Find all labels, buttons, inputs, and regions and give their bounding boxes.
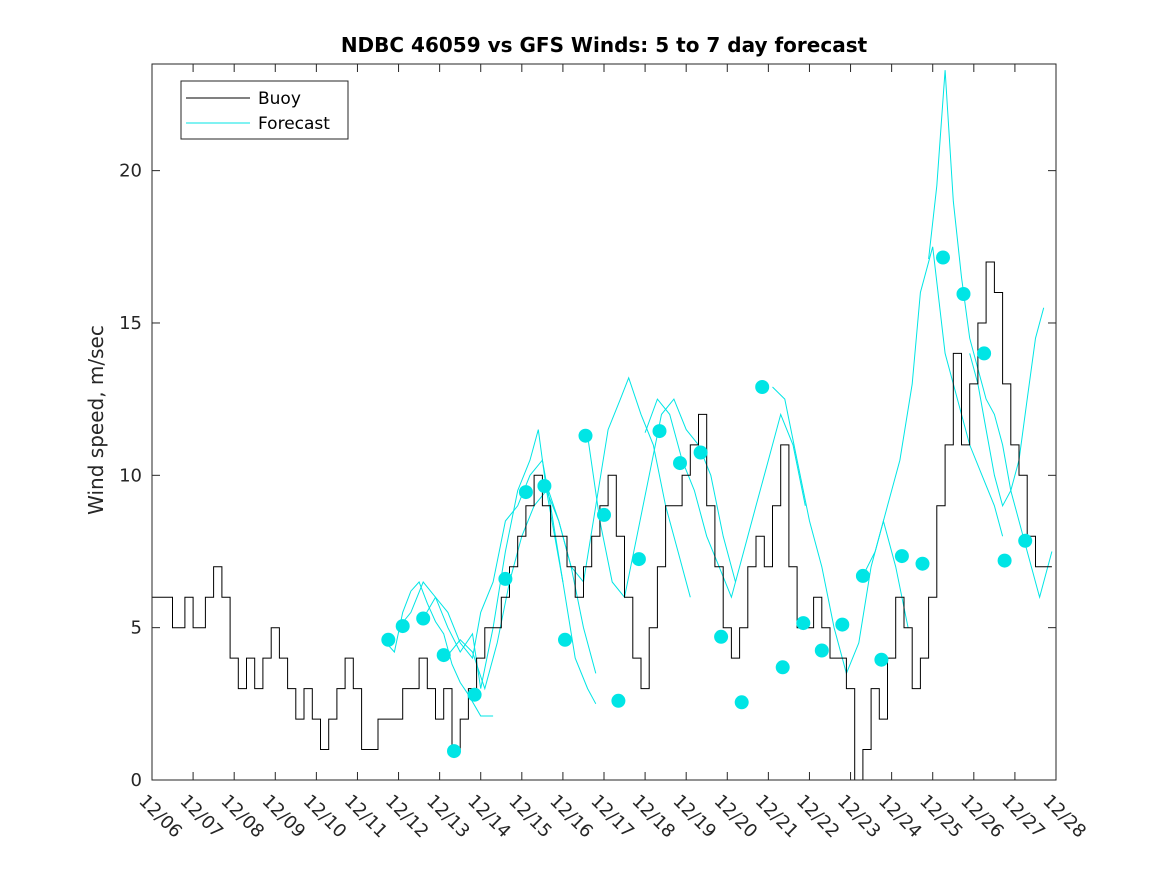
forecast-marker <box>436 648 451 663</box>
forecast-marker <box>693 445 708 460</box>
forecast-marker <box>894 549 909 564</box>
forecast-marker <box>835 617 850 632</box>
x-tick-label: 12/10 <box>299 791 351 843</box>
x-tick-label: 12/27 <box>997 791 1049 843</box>
forecast-marker <box>775 660 790 675</box>
chart-title: NDBC 46059 vs GFS Winds: 5 to 7 day fore… <box>341 33 868 57</box>
forecast-marker <box>395 619 410 634</box>
x-tick-label: 12/12 <box>381 791 433 843</box>
forecast-marker <box>518 485 533 500</box>
x-tick-label: 12/22 <box>792 791 844 843</box>
forecast-run-line <box>398 429 564 689</box>
x-tick-label: 12/28 <box>1038 791 1090 843</box>
x-tick-label: 12/11 <box>340 791 392 843</box>
forecast-marker <box>416 611 431 626</box>
y-axis-ticks: 0 5 10 15 20 <box>119 161 1056 791</box>
forecast-marker <box>381 632 396 647</box>
forecast-run-line <box>772 386 909 675</box>
forecast-marker <box>652 424 667 439</box>
legend-buoy-label: Buoy <box>258 89 301 109</box>
forecast-run-line <box>422 458 597 705</box>
legend-box <box>180 80 349 140</box>
forecast-marker <box>537 479 552 493</box>
forecast-marker <box>558 632 572 647</box>
forecast-marker <box>936 250 950 265</box>
legend: Buoy Forecast <box>180 80 349 140</box>
x-tick-label: 12/13 <box>422 791 474 843</box>
x-tick-label: 12/20 <box>710 791 762 843</box>
forecast-run-line <box>928 70 1053 600</box>
forecast-marker <box>631 552 646 567</box>
forecast-marker <box>874 652 889 667</box>
y-tick-label: 15 <box>119 313 142 334</box>
forecast-marker <box>467 687 482 702</box>
forecast-marker <box>915 556 930 571</box>
forecast-marker <box>578 428 593 443</box>
forecast-marker <box>611 693 626 708</box>
x-tick-label: 12/14 <box>463 791 515 843</box>
forecast-marker <box>673 456 687 471</box>
x-tick-label: 12/08 <box>217 791 269 843</box>
forecast-run-line <box>862 246 1004 577</box>
forecast-series-group <box>385 70 1053 717</box>
x-tick-label: 12/25 <box>915 791 967 843</box>
forecast-marker <box>498 571 513 586</box>
x-tick-label: 12/07 <box>176 791 228 843</box>
forecast-run-line <box>969 307 1045 508</box>
forecast-marker <box>734 695 749 710</box>
forecast-marker <box>755 380 770 394</box>
y-tick-label: 20 <box>119 161 142 182</box>
x-tick-label: 12/24 <box>874 791 926 843</box>
forecast-markers-group <box>381 250 1033 759</box>
forecast-run-line <box>587 398 736 599</box>
x-tick-label: 12/16 <box>545 791 597 843</box>
y-tick-label: 5 <box>131 618 142 639</box>
buoy-series-line <box>152 261 1052 780</box>
x-tick-label: 12/09 <box>258 791 310 843</box>
forecast-marker <box>597 507 611 522</box>
forecast-marker <box>855 568 870 583</box>
y-axis-label: Wind speed, m/sec <box>84 325 108 515</box>
legend-forecast-label: Forecast <box>258 114 330 134</box>
x-tick-label: 12/17 <box>586 791 638 843</box>
forecast-run-line <box>644 398 806 599</box>
x-tick-label: 12/21 <box>751 791 803 843</box>
y-tick-label: 0 <box>131 770 142 791</box>
forecast-marker <box>956 287 971 301</box>
x-tick-label: 12/15 <box>504 791 556 843</box>
x-tick-label: 12/23 <box>833 791 885 843</box>
y-tick-label: 10 <box>119 465 142 486</box>
forecast-marker <box>814 643 829 658</box>
forecast-run-line <box>447 489 597 691</box>
x-tick-label: 12/26 <box>956 791 1008 843</box>
plot-area <box>152 70 1053 780</box>
x-tick-label: 12/06 <box>134 791 186 843</box>
x-tick-label: 12/18 <box>628 791 680 843</box>
forecast-marker <box>1018 533 1033 548</box>
forecast-marker <box>997 553 1012 568</box>
forecast-marker <box>447 744 461 759</box>
buoy-series-group <box>152 261 1052 780</box>
x-axis-ticks: 12/0612/0712/0812/0912/1012/1112/1212/13… <box>134 64 1090 842</box>
forecast-marker <box>977 346 992 361</box>
forecast-marker <box>714 629 729 644</box>
x-tick-label: 12/19 <box>669 791 721 843</box>
forecast-marker <box>796 616 811 631</box>
forecast-run-line <box>546 376 691 598</box>
